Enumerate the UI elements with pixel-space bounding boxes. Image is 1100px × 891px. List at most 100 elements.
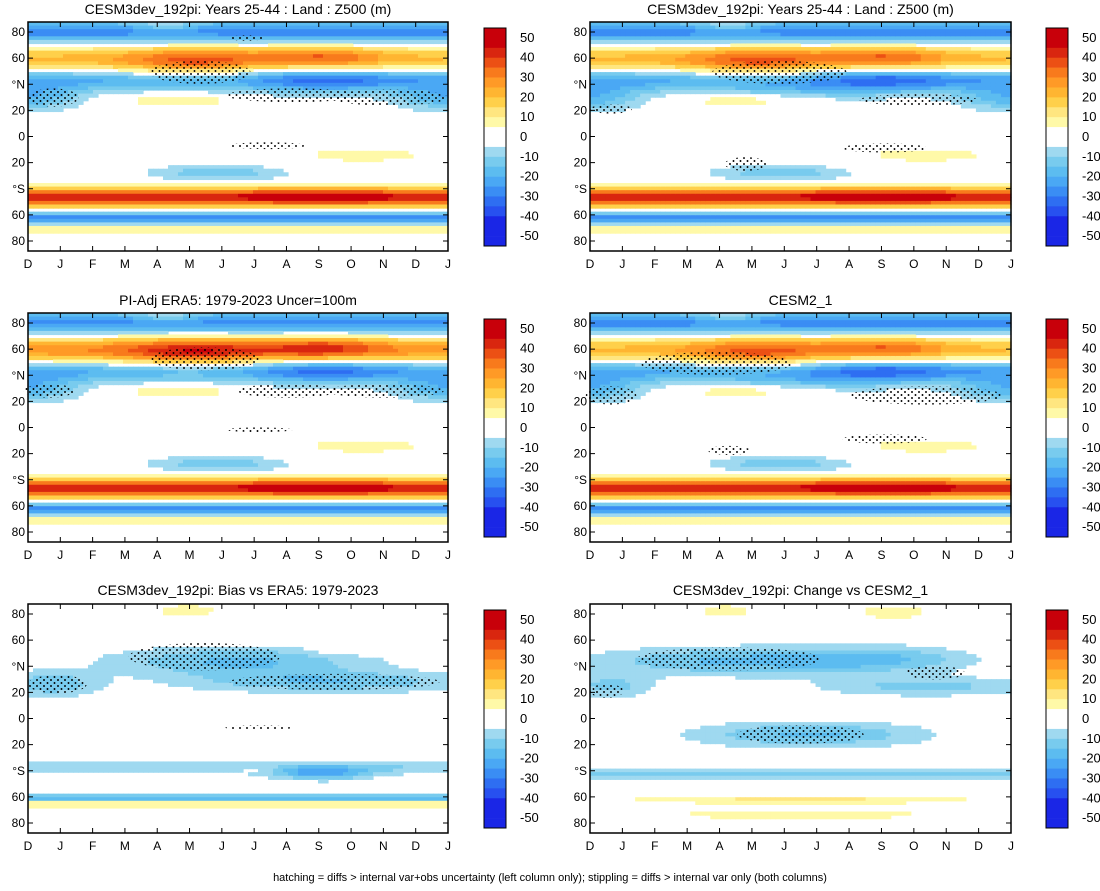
heatmap-cell [383,36,389,41]
heatmap-cell [263,32,269,37]
heatmap-cell [760,100,767,105]
heatmap-cell [363,215,369,220]
heatmap-cell [228,200,234,206]
heatmap-cell [418,229,424,234]
heatmap-cell [133,61,139,66]
heatmap-cell [408,29,414,34]
heatmap-cell [755,197,761,202]
heatmap-cell [700,229,706,234]
heatmap-cell [655,39,661,45]
heatmap-cell [208,39,214,45]
heatmap-cell [33,39,39,45]
heatmap-cell [158,61,164,66]
heatmap-cell [800,225,807,231]
heatmap-cell [238,168,244,173]
heatmap-cell [775,22,782,27]
heatmap-cell [273,57,279,62]
heatmap-cell [168,22,174,27]
heatmap-cell [53,29,59,34]
heatmap-cell [118,82,124,88]
heatmap-cell [348,190,354,195]
heatmap-cell [755,183,761,188]
heatmap-cell [303,39,309,45]
heatmap-cell [825,50,832,55]
heatmap-cell [590,225,596,231]
heatmap-cell [605,47,611,52]
heatmap-cell [650,93,656,98]
heatmap-cell [850,64,857,70]
heatmap-cell [428,32,434,37]
heatmap-cell [755,200,761,206]
heatmap-cell [810,215,817,220]
heatmap-cell [725,100,731,105]
heatmap-cell [98,61,104,66]
heatmap-cell [665,47,671,52]
heatmap-cell [428,190,434,195]
heatmap-cell [153,193,159,198]
heatmap-cell [178,97,184,102]
heatmap-cell [645,97,651,102]
heatmap-cell [700,89,706,95]
heatmap-cell [675,190,681,195]
heatmap-cell [690,211,696,216]
heatmap-cell [645,64,651,70]
heatmap-cell [625,215,631,220]
colorbar-label: 50 [520,30,534,45]
heatmap-cell [630,36,636,41]
heatmap-cell [630,183,636,188]
heatmap-cell [358,29,364,34]
heatmap-cell [423,204,429,209]
heatmap-cell [605,82,611,88]
heatmap-cell [388,47,394,52]
heatmap-cell [368,204,374,209]
heatmap-cell [403,39,409,45]
heatmap-cell [28,225,34,231]
heatmap-cell [408,64,414,70]
heatmap-cell [303,64,309,70]
heatmap-cell [725,168,731,173]
heatmap-cell [795,168,802,173]
heatmap-cell [123,25,129,30]
heatmap-cell [755,222,761,227]
heatmap-cell [133,36,139,41]
heatmap-cell [233,168,239,173]
heatmap-cell [203,50,209,55]
heatmap-cell [785,218,792,223]
heatmap-cell [615,82,621,88]
heatmap-cell [148,211,154,216]
heatmap-cell [153,218,159,223]
heatmap-cell [423,75,429,80]
heatmap-cell [600,86,606,91]
heatmap-cell [318,50,324,55]
heatmap-cell [303,72,309,77]
heatmap-cell [123,64,129,70]
heatmap-cell [438,39,444,45]
heatmap-cell [660,57,666,62]
heatmap-cell [323,75,329,80]
heatmap-cell [103,89,109,95]
heatmap-cell [113,61,119,66]
heatmap-cell [705,218,711,223]
heatmap-cell [735,215,741,220]
heatmap-cell [720,25,726,30]
heatmap-cell [403,79,409,84]
heatmap-cell [378,79,384,84]
heatmap-cell [163,200,169,206]
heatmap-cell [43,197,49,202]
heatmap-cell [840,47,847,52]
heatmap-cell [423,57,429,62]
heatmap-cell [103,79,109,84]
heatmap-cell [675,186,681,191]
heatmap-cell [203,100,209,105]
heatmap-cell [278,47,284,52]
heatmap-cell [735,32,741,37]
heatmap-cell [348,82,354,88]
heatmap-cell [293,50,299,55]
heatmap-cell [238,186,244,191]
heatmap-cell [670,225,676,231]
heatmap-cell [38,197,44,202]
heatmap-cell [128,183,134,188]
heatmap-cell [83,97,89,102]
heatmap-cell [353,218,359,223]
heatmap-cell [835,32,842,37]
